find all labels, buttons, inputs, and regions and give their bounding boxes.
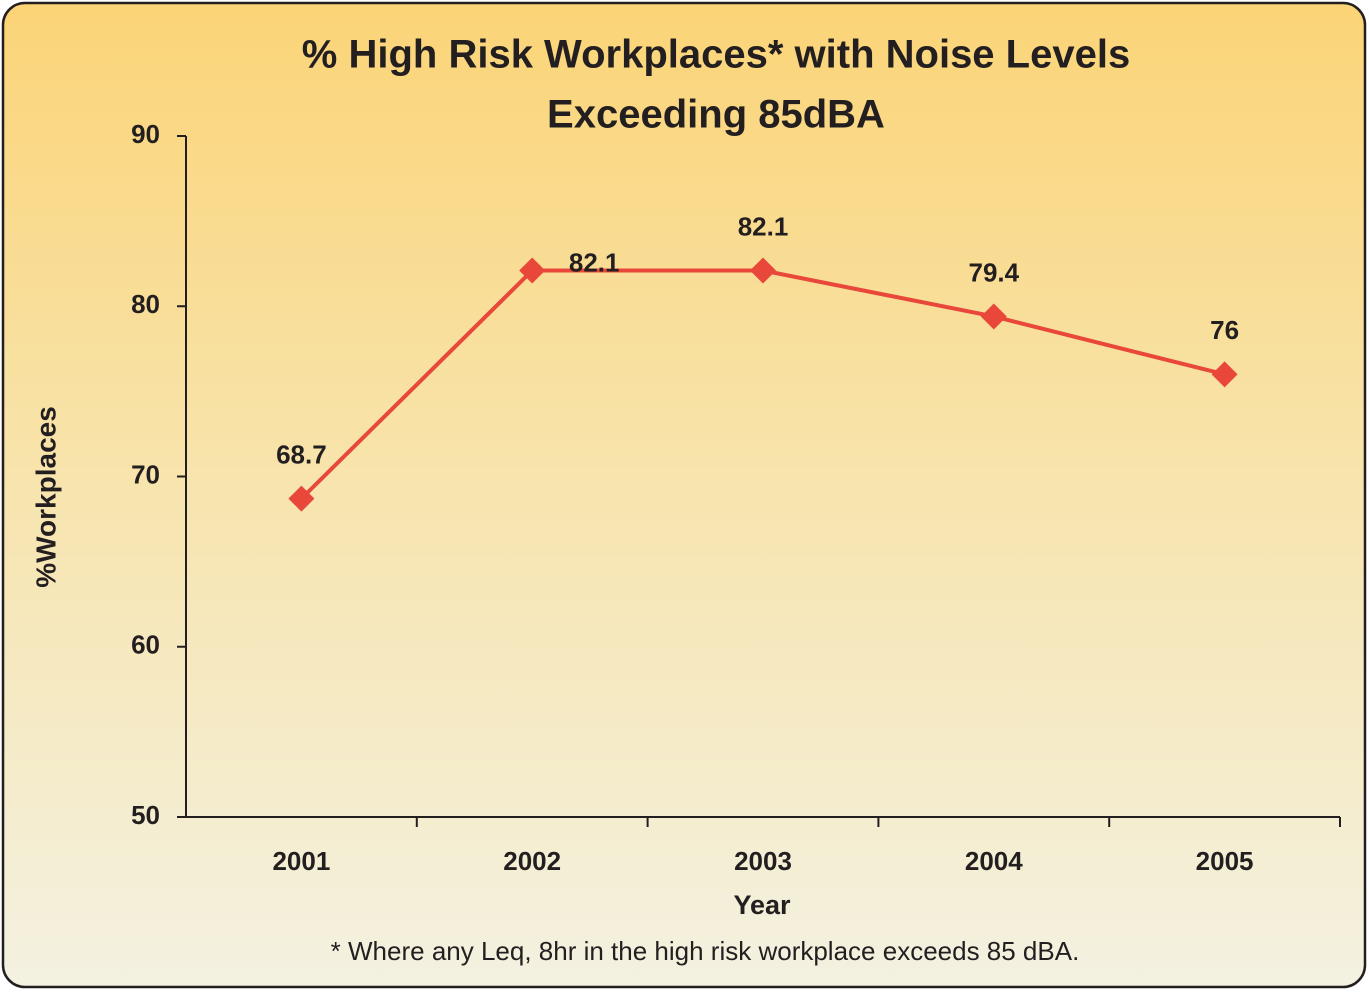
y-tick-label: 90 [131,119,160,149]
y-tick-label: 50 [131,800,160,830]
data-label: 82.1 [569,247,620,277]
data-label: 76 [1210,315,1239,345]
data-label: 82.1 [738,211,789,241]
chart-title: Exceeding 85dBA [547,93,885,137]
marker [750,257,776,284]
marker [1211,361,1238,388]
y-axis-label: %Workplaces [30,406,61,588]
x-tick-label: 2001 [272,846,330,876]
chart-title: % High Risk Workplaces* with Noise Level… [302,33,1130,77]
footnote: * Where any Leq, 8hr in the high risk wo… [331,936,1080,966]
y-tick-label: 80 [131,289,160,319]
marker [519,257,546,284]
y-tick-label: 60 [131,630,160,660]
data-label: 79.4 [968,257,1019,287]
marker [288,485,315,512]
x-tick-label: 2003 [734,846,792,876]
x-tick-label: 2005 [1196,846,1254,876]
y-tick-label: 70 [131,459,160,489]
x-axis-label: Year [733,890,791,920]
marker [980,303,1007,330]
x-tick-label: 2002 [503,846,561,876]
x-tick-label: 2004 [965,846,1023,876]
data-label: 68.7 [276,440,327,470]
